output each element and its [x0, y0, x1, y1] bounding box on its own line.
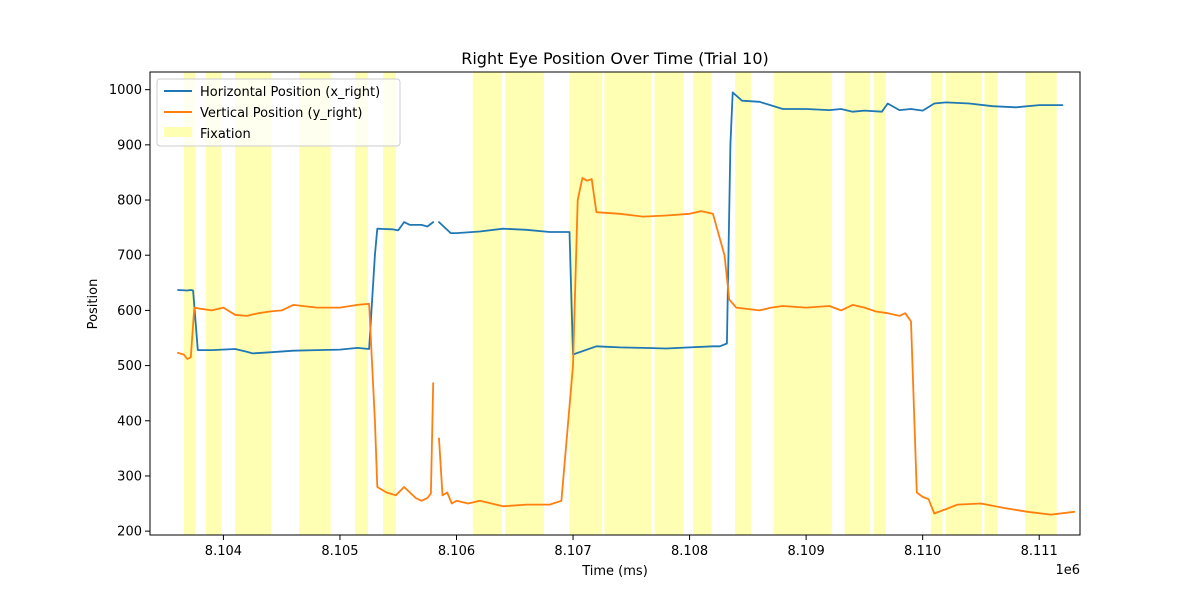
legend-swatch-fixation	[164, 127, 192, 137]
fixation-band-11	[693, 72, 712, 535]
x-tick-label: 8.109	[788, 544, 825, 559]
x-axis-label: Time (ms)	[581, 564, 648, 579]
y-tick-label: 600	[117, 304, 142, 319]
x-tick-label: 8.107	[554, 544, 591, 559]
fixation-band-13	[773, 72, 832, 535]
chart-title: Right Eye Position Over Time (Trial 10)	[461, 49, 769, 68]
y-tick-label: 500	[117, 359, 142, 374]
fixation-band-4	[355, 72, 368, 535]
y-tick-label: 1000	[109, 83, 142, 98]
series-line-0	[177, 91, 1064, 356]
fixation-band-14	[844, 72, 871, 535]
fixation-band-5	[383, 72, 396, 535]
fixation-band-0	[183, 72, 196, 535]
legend-label-vertical: Vertical Position (y_right)	[200, 106, 362, 121]
fixation-band-16	[930, 72, 943, 535]
y-axis-ticks: 200 300 400 500 600 700 800 900 1000	[109, 83, 150, 540]
y-tick-label: 800	[117, 194, 142, 209]
x-tick-label: 8.106	[438, 544, 475, 559]
y-axis-label: Position	[86, 279, 101, 330]
legend: Horizontal Position (x_right) Vertical P…	[156, 78, 401, 147]
fixation-band-3	[299, 72, 331, 535]
y-tick-label: 200	[117, 525, 142, 540]
fixation-band-9	[604, 72, 652, 535]
legend-label-fixation: Fixation	[200, 127, 251, 142]
fixation-band-2	[235, 72, 272, 535]
fixation-band-12	[735, 72, 752, 535]
y-tick-label: 300	[117, 469, 142, 484]
plot-frame	[149, 71, 1081, 536]
legend-label-horizontal: Horizontal Position (x_right)	[200, 85, 380, 100]
series-line-1	[177, 177, 1076, 516]
legend-frame	[156, 78, 401, 147]
series-lines	[177, 91, 1076, 516]
y-tick-label: 700	[117, 249, 142, 264]
fixation-bands	[183, 72, 1057, 535]
fixation-band-18	[984, 72, 998, 535]
y-tick-label: 900	[117, 138, 142, 153]
x-tick-label: 8.108	[671, 544, 708, 559]
x-axis-offset-label: 1e6	[1055, 563, 1080, 578]
x-tick-label: 8.110	[904, 544, 941, 559]
x-tick-label: 8.105	[321, 544, 358, 559]
x-axis-ticks: 8.104 8.105 8.106 8.107 8.108 8.109 8.110 8.111	[205, 535, 1058, 559]
fixation-band-1	[205, 72, 222, 535]
fixation-band-15	[873, 72, 886, 535]
x-tick-label: 8.104	[205, 544, 242, 559]
y-tick-label: 400	[117, 414, 142, 429]
fixation-band-10	[654, 72, 684, 535]
x-tick-label: 8.111	[1021, 544, 1058, 559]
fixation-band-17	[945, 72, 983, 535]
fixation-band-7	[505, 72, 544, 535]
fixation-band-19	[1025, 72, 1057, 535]
fixation-band-6	[472, 72, 502, 535]
